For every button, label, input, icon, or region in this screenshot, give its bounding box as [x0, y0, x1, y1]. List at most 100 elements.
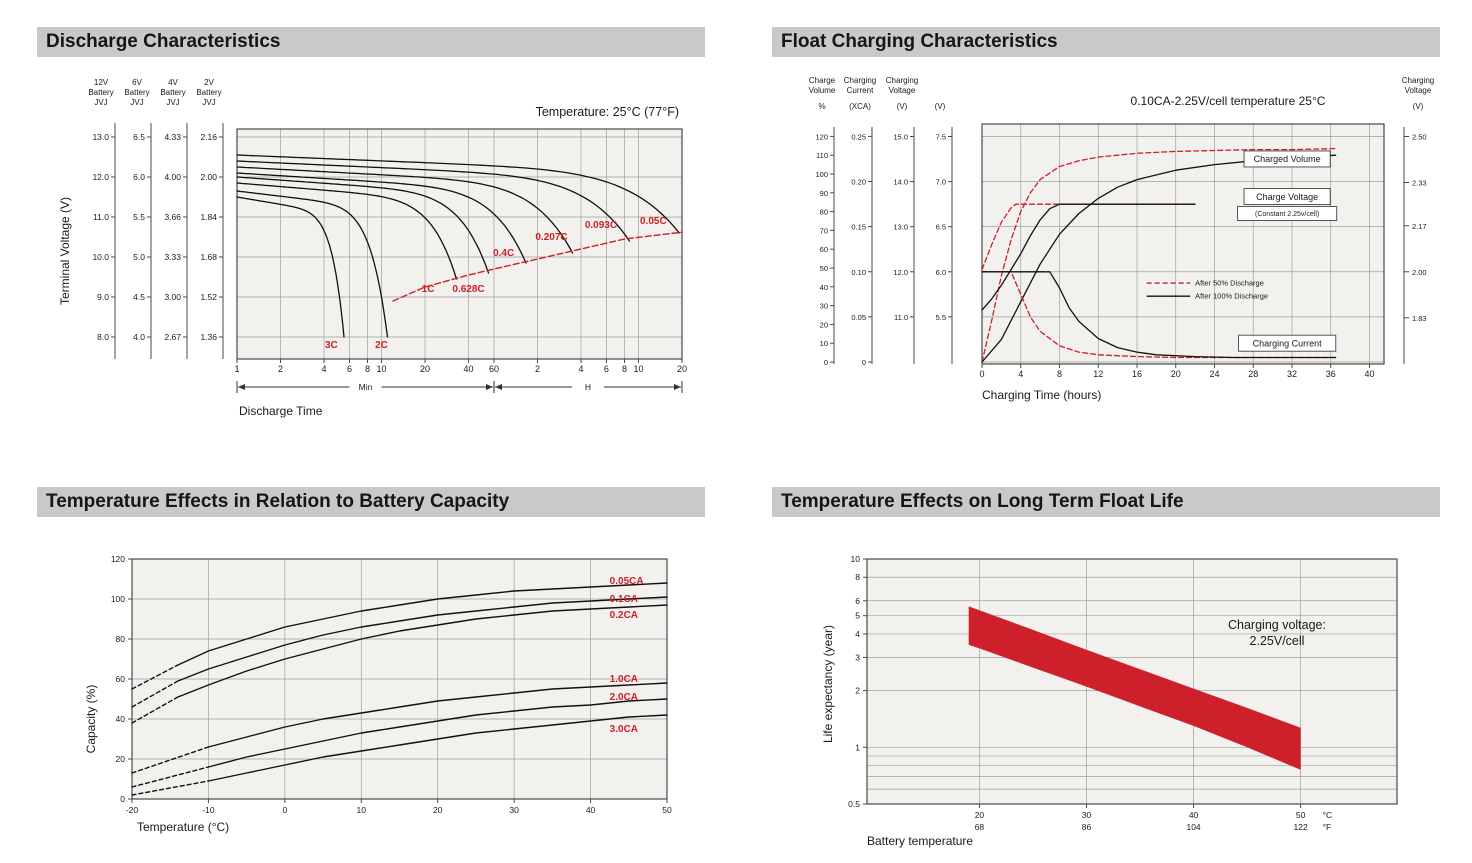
svg-text:Charged Volume: Charged Volume — [1254, 154, 1321, 164]
svg-text:0.20: 0.20 — [851, 178, 866, 187]
svg-text:30: 30 — [1082, 810, 1092, 820]
svg-text:70: 70 — [820, 226, 828, 235]
svg-text:Charging: Charging — [886, 76, 918, 85]
svg-text:0.4C: 0.4C — [493, 248, 514, 259]
svg-text:104: 104 — [1186, 822, 1200, 832]
svg-text:1.36: 1.36 — [200, 332, 217, 342]
svg-text:2.00: 2.00 — [200, 172, 217, 182]
svg-text:1.84: 1.84 — [200, 212, 217, 222]
svg-text:120: 120 — [111, 554, 125, 564]
svg-text:20: 20 — [116, 754, 126, 764]
svg-text:6: 6 — [604, 364, 609, 374]
float-charging-chart: ChargeVolume%120110100908070605040302010… — [809, 76, 1435, 402]
svg-text:Battery: Battery — [88, 88, 113, 97]
svg-text:4.5: 4.5 — [133, 292, 145, 302]
svg-text:(V): (V) — [897, 102, 908, 111]
svg-text:50: 50 — [1296, 810, 1306, 820]
svg-text:60: 60 — [116, 674, 126, 684]
svg-text:80: 80 — [116, 634, 126, 644]
svg-text:6.0: 6.0 — [936, 268, 946, 277]
svg-text:100: 100 — [815, 170, 828, 179]
svg-text:30: 30 — [820, 302, 828, 311]
svg-text:Charge: Charge — [809, 76, 836, 85]
svg-text:12V: 12V — [94, 78, 109, 87]
svg-text:0: 0 — [120, 794, 125, 804]
svg-text:4: 4 — [322, 364, 327, 374]
svg-text:40: 40 — [1189, 810, 1199, 820]
svg-text:1.0CA: 1.0CA — [610, 674, 638, 685]
svg-text:13.0: 13.0 — [92, 132, 109, 142]
svg-text:2.17: 2.17 — [1412, 222, 1427, 231]
svg-text:4V: 4V — [168, 78, 178, 87]
svg-text:JVJ: JVJ — [130, 98, 143, 107]
svg-text:20: 20 — [1171, 369, 1181, 379]
panel-float-life: Temperature Effects on Long Term Float L… — [772, 487, 1440, 859]
panel-title-temperature-capacity: Temperature Effects in Relation to Batte… — [37, 487, 705, 517]
svg-text:0: 0 — [979, 369, 984, 379]
svg-text:5: 5 — [855, 611, 860, 621]
svg-text:7.0: 7.0 — [936, 178, 946, 187]
svg-text:2: 2 — [535, 364, 540, 374]
svg-text:2V: 2V — [204, 78, 214, 87]
svg-text:°C: °C — [1323, 810, 1333, 820]
panel-temperature-capacity: Temperature Effects in Relation to Batte… — [37, 487, 705, 859]
svg-text:10.0: 10.0 — [92, 252, 109, 262]
svg-text:50: 50 — [662, 805, 672, 815]
svg-text:1C: 1C — [422, 284, 435, 295]
panel-title-text: Temperature Effects on Long Term Float L… — [781, 491, 1184, 512]
svg-text:40: 40 — [464, 364, 474, 374]
svg-text:Min: Min — [359, 382, 373, 392]
svg-text:6.0: 6.0 — [133, 172, 145, 182]
svg-text:20: 20 — [677, 364, 687, 374]
svg-text:12.0: 12.0 — [893, 268, 908, 277]
svg-text:12.0: 12.0 — [92, 172, 109, 182]
svg-text:(Constant 2.25v/cell): (Constant 2.25v/cell) — [1255, 211, 1319, 218]
panel-float-charging: Float Charging Characteristics Charge Vol… — [772, 27, 1440, 444]
svg-text:Charging: Charging — [1402, 76, 1434, 85]
svg-text:0.093C: 0.093C — [585, 220, 617, 231]
svg-text:2: 2 — [855, 686, 860, 696]
panel-title-float-life: Temperature Effects on Long Term Float L… — [772, 487, 1440, 517]
svg-text:4: 4 — [855, 629, 860, 639]
panel-discharge-characteristics: Discharge Characteristics 12V Battery JVJ 1… — [37, 27, 705, 444]
svg-text:2.50: 2.50 — [1412, 133, 1427, 142]
svg-text:(V): (V) — [935, 102, 946, 111]
svg-text:7.5: 7.5 — [936, 133, 946, 142]
svg-text:11.0: 11.0 — [93, 212, 109, 222]
svg-text:0.1CA: 0.1CA — [610, 594, 638, 605]
svg-text:122: 122 — [1294, 822, 1308, 832]
svg-text:6V: 6V — [132, 78, 142, 87]
svg-text:Battery: Battery — [196, 88, 221, 97]
svg-text:16: 16 — [1132, 369, 1142, 379]
svg-text:8: 8 — [365, 364, 370, 374]
svg-text:4.00: 4.00 — [164, 172, 181, 182]
svg-text:3.0CA: 3.0CA — [610, 724, 638, 735]
svg-text:3.33: 3.33 — [164, 252, 181, 262]
svg-text:6.5: 6.5 — [936, 223, 946, 232]
svg-text:After 50% Discharge: After 50% Discharge — [1195, 279, 1264, 288]
svg-text:1.83: 1.83 — [1412, 314, 1427, 323]
svg-text:4: 4 — [578, 364, 583, 374]
svg-text:40: 40 — [586, 805, 596, 815]
svg-text:40: 40 — [820, 283, 828, 292]
svg-text:2.33: 2.33 — [1412, 179, 1427, 188]
svg-text:Volume: Volume — [809, 86, 836, 95]
panel-title-discharge: Discharge Characteristics — [37, 27, 705, 57]
svg-text:0.25: 0.25 — [851, 132, 866, 141]
svg-text:1: 1 — [234, 364, 239, 374]
svg-text:10: 10 — [633, 364, 643, 374]
svg-text:0: 0 — [282, 805, 287, 815]
discharge-characteristics-chart: 12VBatteryJVJ13.012.011.010.09.08.06VBat… — [58, 78, 687, 418]
svg-text:Temperature: 25°C (77°F): Temperature: 25°C (77°F) — [536, 105, 679, 119]
svg-text:Voltage: Voltage — [889, 86, 916, 95]
svg-text:68: 68 — [975, 822, 985, 832]
svg-text:Battery: Battery — [160, 88, 185, 97]
svg-text:3.66: 3.66 — [164, 212, 181, 222]
svg-text:Life expectancy (year): Life expectancy (year) — [821, 625, 835, 743]
svg-text:20: 20 — [975, 810, 985, 820]
svg-text:(XCA): (XCA) — [849, 102, 871, 111]
svg-text:Temperature (°C): Temperature (°C) — [137, 820, 229, 834]
svg-text:0.05C: 0.05C — [640, 216, 667, 227]
svg-text:Current: Current — [847, 86, 874, 95]
